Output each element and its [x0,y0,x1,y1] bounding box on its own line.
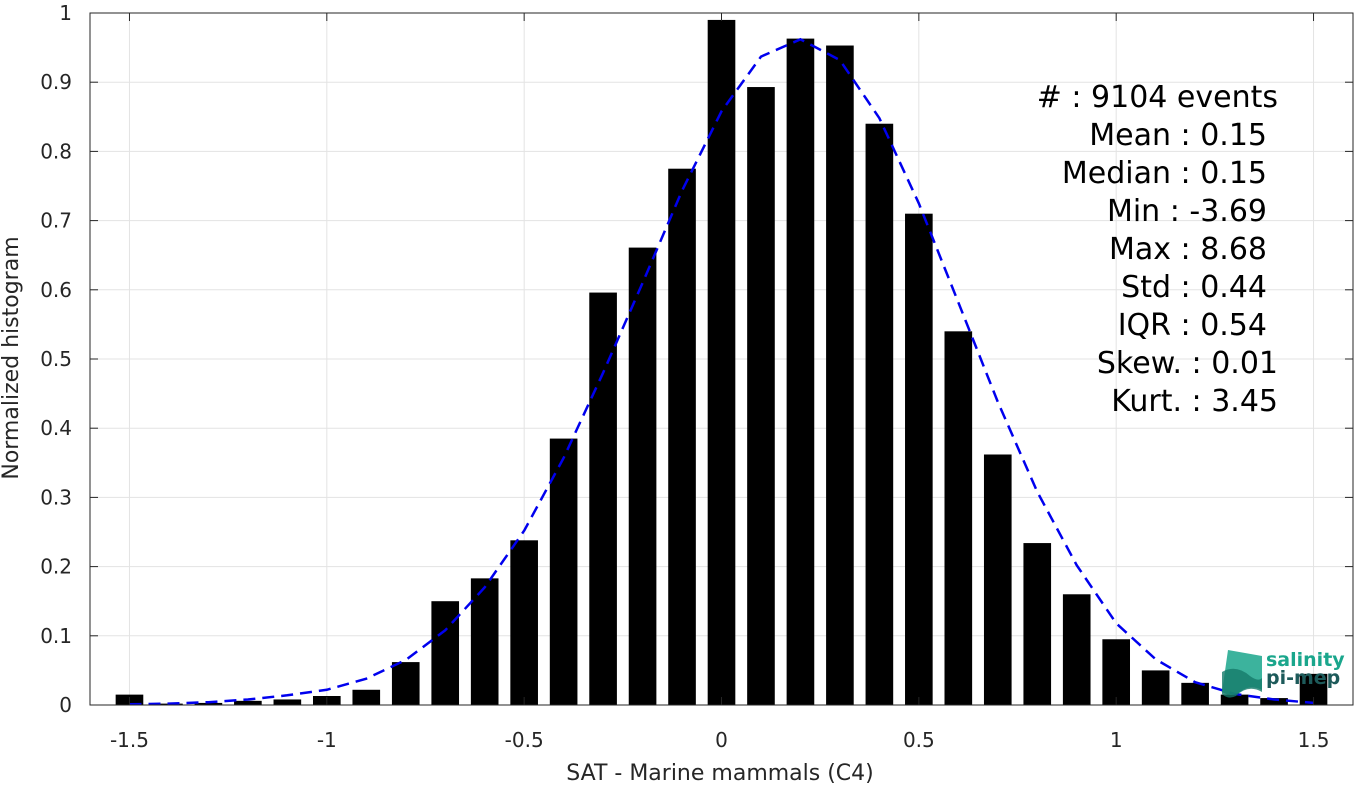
histogram-bar [431,601,460,705]
histogram-bar [510,540,538,705]
y-tick-label: 0 [59,693,72,717]
histogram-bar [352,689,381,705]
stat-median: Median : 0.15 [1062,156,1267,191]
y-tick-label: 0.7 [40,209,72,233]
histogram-bar [1260,698,1288,705]
x-tick-label: -1 [317,728,337,752]
histogram-bar [1220,694,1249,705]
x-tick-label: -0.5 [505,728,544,752]
y-tick-label: 0.2 [40,555,72,579]
y-tick-label: 0.5 [40,347,72,371]
stat-skew: Skew. : 0.01 [1097,346,1278,381]
logo-line2: pi-mep [1266,667,1340,689]
y-tick-label: 0.8 [40,139,72,163]
x-tick-label: -1.5 [110,728,149,752]
histogram-bar [944,331,973,705]
histogram-bar [1062,594,1091,705]
histogram-bar [1141,670,1170,705]
x-tick-label: 1.5 [1298,728,1330,752]
logo-wave-shadow-icon [1222,668,1262,698]
histogram-bar [1181,682,1209,705]
histogram-bar [865,123,894,706]
x-axis-label: SAT - Marine mammals (C4) [566,761,874,785]
y-tick-label: 0.1 [40,624,72,648]
fit-curve [129,37,1314,706]
y-tick-label: 0.4 [40,416,72,440]
x-tick-label: 0 [715,728,728,752]
histogram-bar [391,662,420,705]
statistics-box: # : 9104 events Mean : 0.15 Median : 0.1… [1037,80,1278,419]
histogram-bar [273,699,302,705]
histogram-bar [589,292,617,705]
histogram-bar [786,38,815,705]
histogram-bar [707,19,736,706]
y-tick-label: 1 [59,1,72,25]
y-tick-label: 0.3 [40,485,72,509]
histogram-bar [194,702,223,705]
histogram-bar [668,168,696,705]
y-tick-label: 0.6 [40,278,72,302]
histogram-bar [628,247,657,705]
histogram-bar [983,454,1012,705]
histogram-bar [1102,639,1131,705]
histogram-bar [234,700,262,705]
stat-min: Min : -3.69 [1107,194,1267,229]
stat-max: Max : 8.68 [1109,232,1267,267]
y-tick-label: 0.9 [40,70,72,94]
x-ticks: -1.5 -1 -0.5 0 0.5 1 1.5 [110,13,1329,752]
x-tick-label: 1 [1110,728,1123,752]
histogram-bar [747,87,775,705]
stat-std: Std : 0.44 [1121,270,1267,305]
stat-kurt: Kurt. : 3.45 [1111,384,1278,419]
logo-line1: salinity [1266,649,1345,671]
histogram-bar [549,438,578,705]
x-tick-label: 0.5 [903,728,935,752]
stat-iqr: IQR : 0.54 [1118,308,1267,343]
histogram-bar [826,45,854,706]
histogram-bar [470,578,499,705]
stat-mean: Mean : 0.15 [1089,118,1267,153]
salinity-pimep-logo: salinity pi-mep [1222,649,1345,698]
y-axis-label: Normalized histogram [0,236,24,479]
histogram-bar [1023,543,1052,705]
y-ticks: 0 0.1 0.2 0.3 0.4 0.5 0.6 0.7 0.8 0.9 1 [40,1,1353,717]
histogram-bar [905,213,933,705]
stat-count: # : 9104 events [1037,80,1278,115]
